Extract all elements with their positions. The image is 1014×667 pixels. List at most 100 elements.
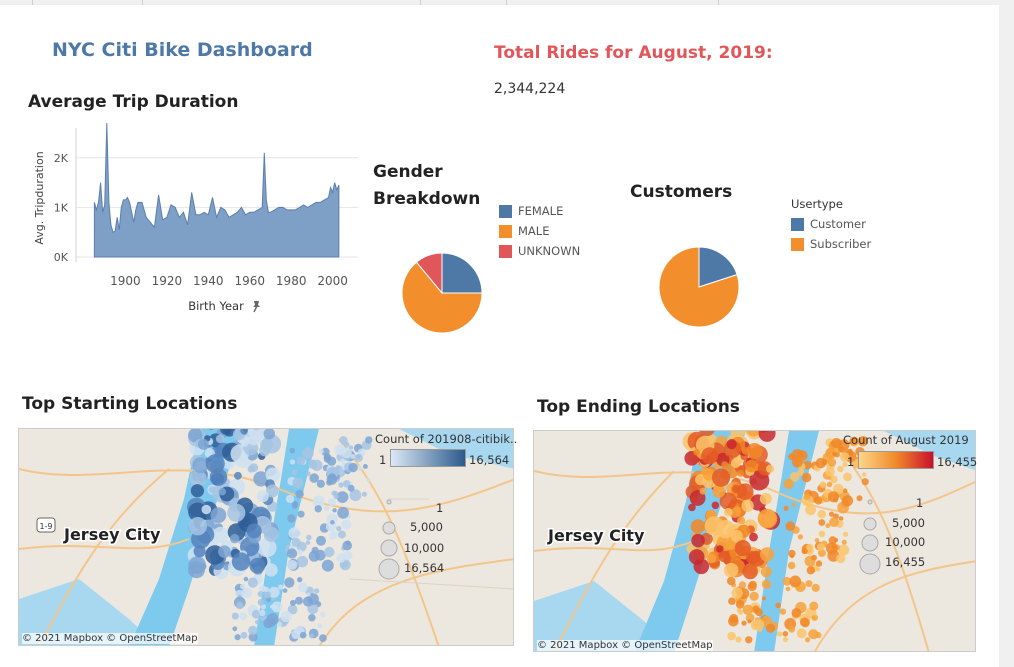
station-dot[interactable] <box>796 628 807 639</box>
station-dot[interactable] <box>317 623 323 629</box>
station-dot[interactable] <box>699 487 707 495</box>
station-dot[interactable] <box>826 481 833 488</box>
station-dot[interactable] <box>816 567 821 572</box>
station-dot[interactable] <box>339 458 346 464</box>
station-dot[interactable] <box>218 545 231 558</box>
station-dot[interactable] <box>227 503 246 522</box>
station-dot[interactable] <box>356 465 362 471</box>
station-dot[interactable] <box>247 465 255 473</box>
start-map[interactable]: Jersey City 1-9 <box>18 428 514 646</box>
station-dot[interactable] <box>280 610 292 623</box>
station-dot[interactable] <box>337 506 349 519</box>
station-dot[interactable] <box>808 629 819 640</box>
station-dot[interactable] <box>791 502 796 507</box>
station-dot[interactable] <box>327 456 337 466</box>
station-dot[interactable] <box>308 614 316 622</box>
station-dot[interactable] <box>311 459 323 471</box>
station-dot[interactable] <box>207 429 216 430</box>
station-dot[interactable] <box>305 540 311 545</box>
station-dot[interactable] <box>241 587 253 599</box>
station-dot[interactable] <box>775 602 781 609</box>
station-dot[interactable] <box>747 619 752 624</box>
station-dot[interactable] <box>825 448 836 459</box>
station-dot[interactable] <box>818 519 826 526</box>
gender-pie-chart[interactable] <box>402 253 496 347</box>
station-dot[interactable] <box>234 471 242 480</box>
station-dot[interactable] <box>815 457 826 469</box>
station-dot[interactable] <box>856 495 863 502</box>
station-dot[interactable] <box>296 555 309 568</box>
station-dots[interactable] <box>187 429 373 642</box>
station-dot[interactable] <box>284 577 295 588</box>
station-dot[interactable] <box>841 495 854 507</box>
station-dot[interactable] <box>716 545 724 553</box>
station-dot[interactable] <box>728 597 736 605</box>
station-dot[interactable] <box>201 504 212 515</box>
station-dot[interactable] <box>783 478 794 490</box>
station-dot[interactable] <box>803 493 811 501</box>
station-dot[interactable] <box>779 608 787 615</box>
pie-slice-unknown[interactable] <box>415 253 443 295</box>
pie-slice-customer[interactable] <box>698 247 738 288</box>
station-dot[interactable] <box>248 625 258 636</box>
station-dot[interactable] <box>839 452 850 462</box>
station-dot[interactable] <box>829 517 839 528</box>
station-dot[interactable] <box>309 473 320 483</box>
station-dot[interactable] <box>815 560 823 567</box>
station-dot[interactable] <box>326 474 338 485</box>
station-dot[interactable] <box>257 537 277 558</box>
station-dot[interactable] <box>231 612 239 620</box>
station-dot[interactable] <box>277 621 283 627</box>
station-dot[interactable] <box>218 488 226 496</box>
station-dot[interactable] <box>757 508 778 529</box>
station-dot[interactable] <box>212 526 229 544</box>
station-dot[interactable] <box>291 502 298 509</box>
station-dot[interactable] <box>240 429 248 435</box>
station-dot[interactable] <box>257 591 264 597</box>
station-dot[interactable] <box>811 554 817 561</box>
station-dot[interactable] <box>805 504 816 516</box>
station-dot[interactable] <box>745 613 755 623</box>
station-dot[interactable] <box>223 429 236 437</box>
station-dot[interactable] <box>792 456 803 468</box>
station-dot[interactable] <box>691 533 705 548</box>
station-dot[interactable] <box>295 596 303 605</box>
station-dot[interactable] <box>333 493 339 500</box>
station-dot[interactable] <box>688 549 705 565</box>
legend-item-customer[interactable]: Customer <box>791 214 871 234</box>
station-dot[interactable] <box>341 519 352 530</box>
station-dot[interactable] <box>723 562 739 578</box>
station-dot[interactable] <box>292 477 304 489</box>
station-dot[interactable] <box>230 534 240 544</box>
station-dot[interactable] <box>800 617 810 627</box>
station-dot[interactable] <box>818 530 826 538</box>
station-dot[interactable] <box>298 582 308 593</box>
station-dot[interactable] <box>287 514 296 523</box>
pie-slice-female[interactable] <box>441 253 483 294</box>
station-dot[interactable] <box>307 593 319 605</box>
station-dot[interactable] <box>727 631 736 641</box>
station-dot[interactable] <box>759 547 775 562</box>
station-dot[interactable] <box>706 553 717 564</box>
start-map-canvas[interactable]: Jersey City 1-9 <box>19 429 514 646</box>
station-dot[interactable] <box>783 505 789 511</box>
station-dot[interactable] <box>718 550 730 563</box>
station-dot[interactable] <box>313 588 320 594</box>
station-dot[interactable] <box>251 609 261 619</box>
station-dot[interactable] <box>750 620 761 631</box>
station-dot[interactable] <box>857 436 869 447</box>
station-dot[interactable] <box>328 498 336 507</box>
station-dot[interactable] <box>693 448 700 456</box>
station-dot[interactable] <box>760 566 772 578</box>
station-dot[interactable] <box>782 636 789 643</box>
station-dot[interactable] <box>801 548 808 555</box>
station-dot[interactable] <box>730 458 741 469</box>
station-dot[interactable] <box>787 561 796 570</box>
station-dot[interactable] <box>690 519 706 534</box>
station-dot[interactable] <box>248 632 258 642</box>
station-dot[interactable] <box>731 587 743 599</box>
station-dot[interactable] <box>314 505 322 513</box>
station-dot[interactable] <box>249 557 266 574</box>
station-dot[interactable] <box>699 431 715 437</box>
station-dot[interactable] <box>263 586 270 593</box>
